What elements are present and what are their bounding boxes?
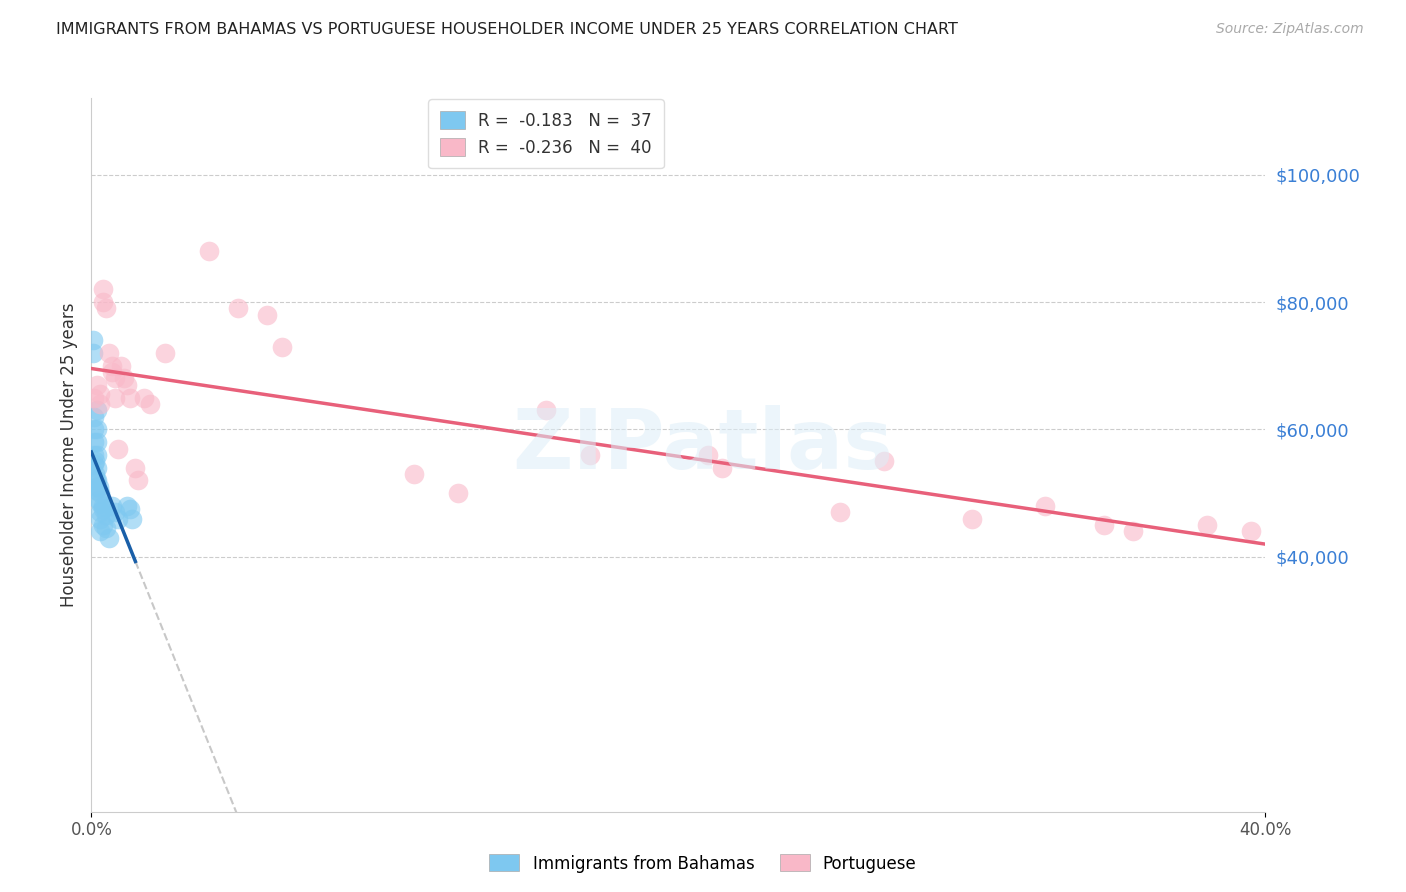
Text: Source: ZipAtlas.com: Source: ZipAtlas.com	[1216, 22, 1364, 37]
Point	[110, 359, 132, 373]
Point	[86, 474, 108, 488]
Point	[115, 377, 138, 392]
Point	[696, 448, 718, 462]
Point	[536, 403, 558, 417]
Point	[1240, 524, 1263, 539]
Point	[94, 521, 117, 535]
Point	[1092, 518, 1115, 533]
Point	[86, 448, 108, 462]
Point	[94, 508, 117, 523]
Point	[91, 282, 114, 296]
Point	[115, 499, 138, 513]
Point	[579, 448, 602, 462]
Point	[89, 511, 111, 525]
Point	[828, 505, 851, 519]
Point	[91, 502, 114, 516]
Point	[127, 474, 149, 488]
Point	[89, 486, 111, 500]
Point	[84, 483, 107, 497]
Point	[104, 505, 127, 519]
Point	[83, 435, 105, 450]
Point	[124, 460, 146, 475]
Point	[112, 371, 135, 385]
Point	[83, 409, 105, 424]
Text: ZIPatlas: ZIPatlas	[513, 406, 893, 486]
Point	[104, 391, 127, 405]
Legend: Immigrants from Bahamas, Portuguese: Immigrants from Bahamas, Portuguese	[482, 847, 924, 880]
Point	[960, 511, 983, 525]
Text: IMMIGRANTS FROM BAHAMAS VS PORTUGUESE HOUSEHOLDER INCOME UNDER 25 YEARS CORRELAT: IMMIGRANTS FROM BAHAMAS VS PORTUGUESE HO…	[56, 22, 957, 37]
Point	[89, 505, 111, 519]
Point	[197, 244, 219, 258]
Point	[86, 403, 108, 417]
Point	[83, 458, 105, 472]
Point	[89, 387, 111, 401]
Point	[86, 435, 108, 450]
Point	[89, 524, 111, 539]
Point	[83, 422, 105, 436]
Point	[84, 467, 107, 481]
Point	[107, 442, 129, 456]
Point	[91, 295, 114, 310]
Point	[84, 454, 107, 468]
Point	[447, 486, 470, 500]
Point	[1033, 499, 1056, 513]
Point	[118, 502, 141, 516]
Point	[83, 448, 105, 462]
Point	[404, 467, 426, 481]
Point	[873, 454, 896, 468]
Point	[107, 511, 129, 525]
Point	[83, 391, 105, 405]
Point	[91, 518, 114, 533]
Point	[98, 346, 121, 360]
Point	[121, 511, 143, 525]
Point	[87, 492, 110, 507]
Point	[153, 346, 176, 360]
Point	[1122, 524, 1144, 539]
Point	[711, 460, 734, 475]
Point	[86, 460, 108, 475]
Y-axis label: Householder Income Under 25 years: Householder Income Under 25 years	[59, 302, 77, 607]
Point	[86, 377, 108, 392]
Point	[89, 496, 111, 510]
Point	[91, 499, 114, 513]
Point	[101, 365, 124, 379]
Point	[1195, 518, 1218, 533]
Point	[101, 359, 124, 373]
Point	[89, 397, 111, 411]
Point	[98, 531, 121, 545]
Point	[87, 480, 110, 494]
Point	[86, 422, 108, 436]
Point	[226, 301, 249, 316]
Point	[82, 333, 104, 347]
Point	[94, 301, 117, 316]
Point	[118, 391, 141, 405]
Point	[84, 474, 107, 488]
Point	[101, 499, 124, 513]
Point	[134, 391, 156, 405]
Point	[256, 308, 278, 322]
Legend: R =  -0.183   N =  37, R =  -0.236   N =  40: R = -0.183 N = 37, R = -0.236 N = 40	[429, 99, 664, 169]
Point	[139, 397, 162, 411]
Point	[104, 371, 127, 385]
Point	[271, 340, 294, 354]
Point	[82, 346, 104, 360]
Point	[84, 480, 107, 494]
